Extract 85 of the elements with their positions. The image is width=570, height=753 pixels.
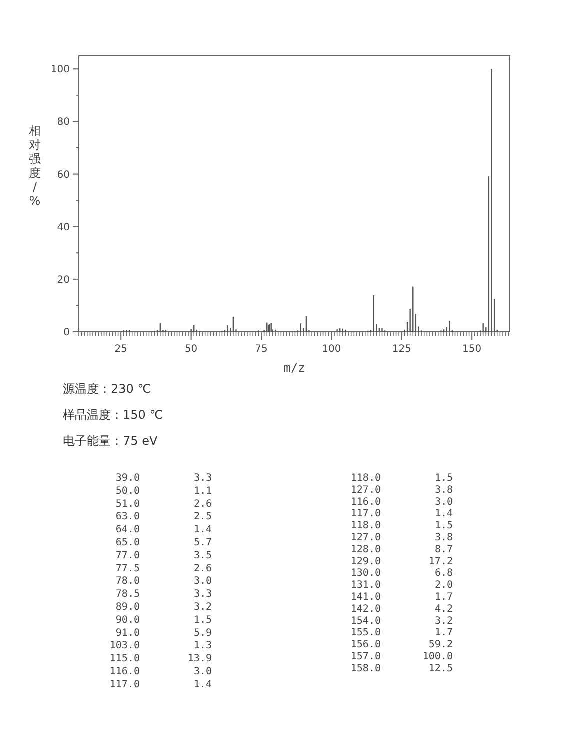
text: 1.4 (194, 679, 212, 690)
text: 2.0 (434, 580, 453, 592)
text: 89.0 (116, 602, 140, 613)
x-tick-label: 75 (255, 344, 268, 355)
text: 1.4 (194, 524, 212, 536)
text: 156.0 (350, 640, 381, 651)
text: 127.0 (350, 532, 381, 544)
text: 131.0 (350, 580, 381, 592)
text: 141.0 (350, 592, 381, 603)
y-tick-label: 40 (57, 222, 70, 234)
text: 1.4 (434, 508, 453, 520)
text: 39.0 (116, 473, 140, 484)
text: 77.0 (116, 550, 140, 562)
y-tick-label: 0 (64, 328, 70, 338)
text: 样品温度：150 ℃ (63, 408, 164, 422)
text: 117.0 (350, 508, 381, 520)
x-tick-label: 25 (114, 344, 128, 355)
text: 78.0 (116, 576, 140, 588)
text: 2.6 (194, 498, 212, 510)
y-axis-title: 相对强度/% (29, 124, 41, 208)
text: 13.9 (188, 654, 212, 665)
text: 6.8 (434, 568, 453, 580)
text: 100.0 (422, 652, 453, 662)
x-tick-label: 150 (462, 344, 482, 355)
text: 17.2 (428, 556, 453, 568)
text: 1.7 (434, 592, 453, 603)
text: 3.3 (194, 473, 212, 484)
text: 64.0 (116, 524, 140, 536)
text: 154.0 (350, 616, 381, 627)
text: 130.0 (350, 568, 381, 580)
text: 3.3 (194, 589, 212, 600)
y-tick-label: 20 (57, 274, 70, 286)
text: 3.0 (194, 666, 212, 678)
text: 2.5 (194, 512, 212, 523)
text: 12.5 (428, 663, 453, 674)
text: 5.9 (194, 628, 212, 639)
x-tick-label: 125 (392, 344, 412, 355)
text: 77.5 (116, 563, 140, 574)
text: 142.0 (350, 604, 381, 615)
x-tick-label: 50 (184, 344, 198, 355)
text: 78.5 (116, 589, 140, 600)
text: 50.0 (116, 486, 140, 497)
text: 118.0 (350, 520, 381, 532)
text: 129.0 (350, 556, 381, 568)
text: 1.5 (434, 520, 453, 532)
text: 103.0 (110, 640, 140, 652)
text: 59.2 (428, 640, 453, 651)
text: 118.0 (350, 473, 381, 484)
text: 3.8 (434, 532, 453, 544)
text: 3.0 (434, 496, 453, 508)
text: 电子能量：75 eV (63, 434, 158, 448)
text: 157.0 (350, 652, 381, 662)
text: 1.1 (194, 486, 212, 497)
text: 127.0 (350, 484, 381, 496)
y-tick-label: 80 (57, 117, 70, 128)
text: 2.6 (194, 563, 212, 574)
x-tick-label: 100 (322, 344, 342, 355)
text: 158.0 (350, 663, 381, 674)
text: 116.0 (350, 496, 381, 508)
y-tick-label: 100 (50, 64, 70, 76)
text: 3.0 (194, 576, 212, 588)
text: 116.0 (110, 666, 140, 678)
text: 3.5 (194, 550, 212, 562)
text: 115.0 (110, 654, 140, 665)
text: 3.8 (434, 484, 453, 496)
text: 源温度：230 ℃ (63, 382, 152, 396)
text: 1.7 (434, 628, 453, 639)
text: 3.2 (434, 616, 453, 627)
text: 1.5 (194, 614, 212, 626)
text: 90.0 (116, 614, 140, 626)
text: 8.7 (434, 544, 453, 556)
text: 4.2 (434, 604, 453, 615)
text: 63.0 (116, 512, 140, 523)
text: 1.3 (194, 640, 212, 652)
text: 91.0 (116, 628, 140, 639)
text: 51.0 (116, 498, 140, 510)
text: 3.2 (194, 602, 212, 613)
text: 5.7 (194, 538, 212, 548)
text: 155.0 (350, 628, 381, 639)
text: 1.5 (434, 473, 453, 484)
text: 65.0 (116, 538, 140, 548)
y-tick-label: 60 (57, 170, 70, 181)
text: 128.0 (350, 544, 381, 556)
text: 117.0 (110, 679, 140, 690)
x-axis-title: m/z (284, 361, 306, 375)
